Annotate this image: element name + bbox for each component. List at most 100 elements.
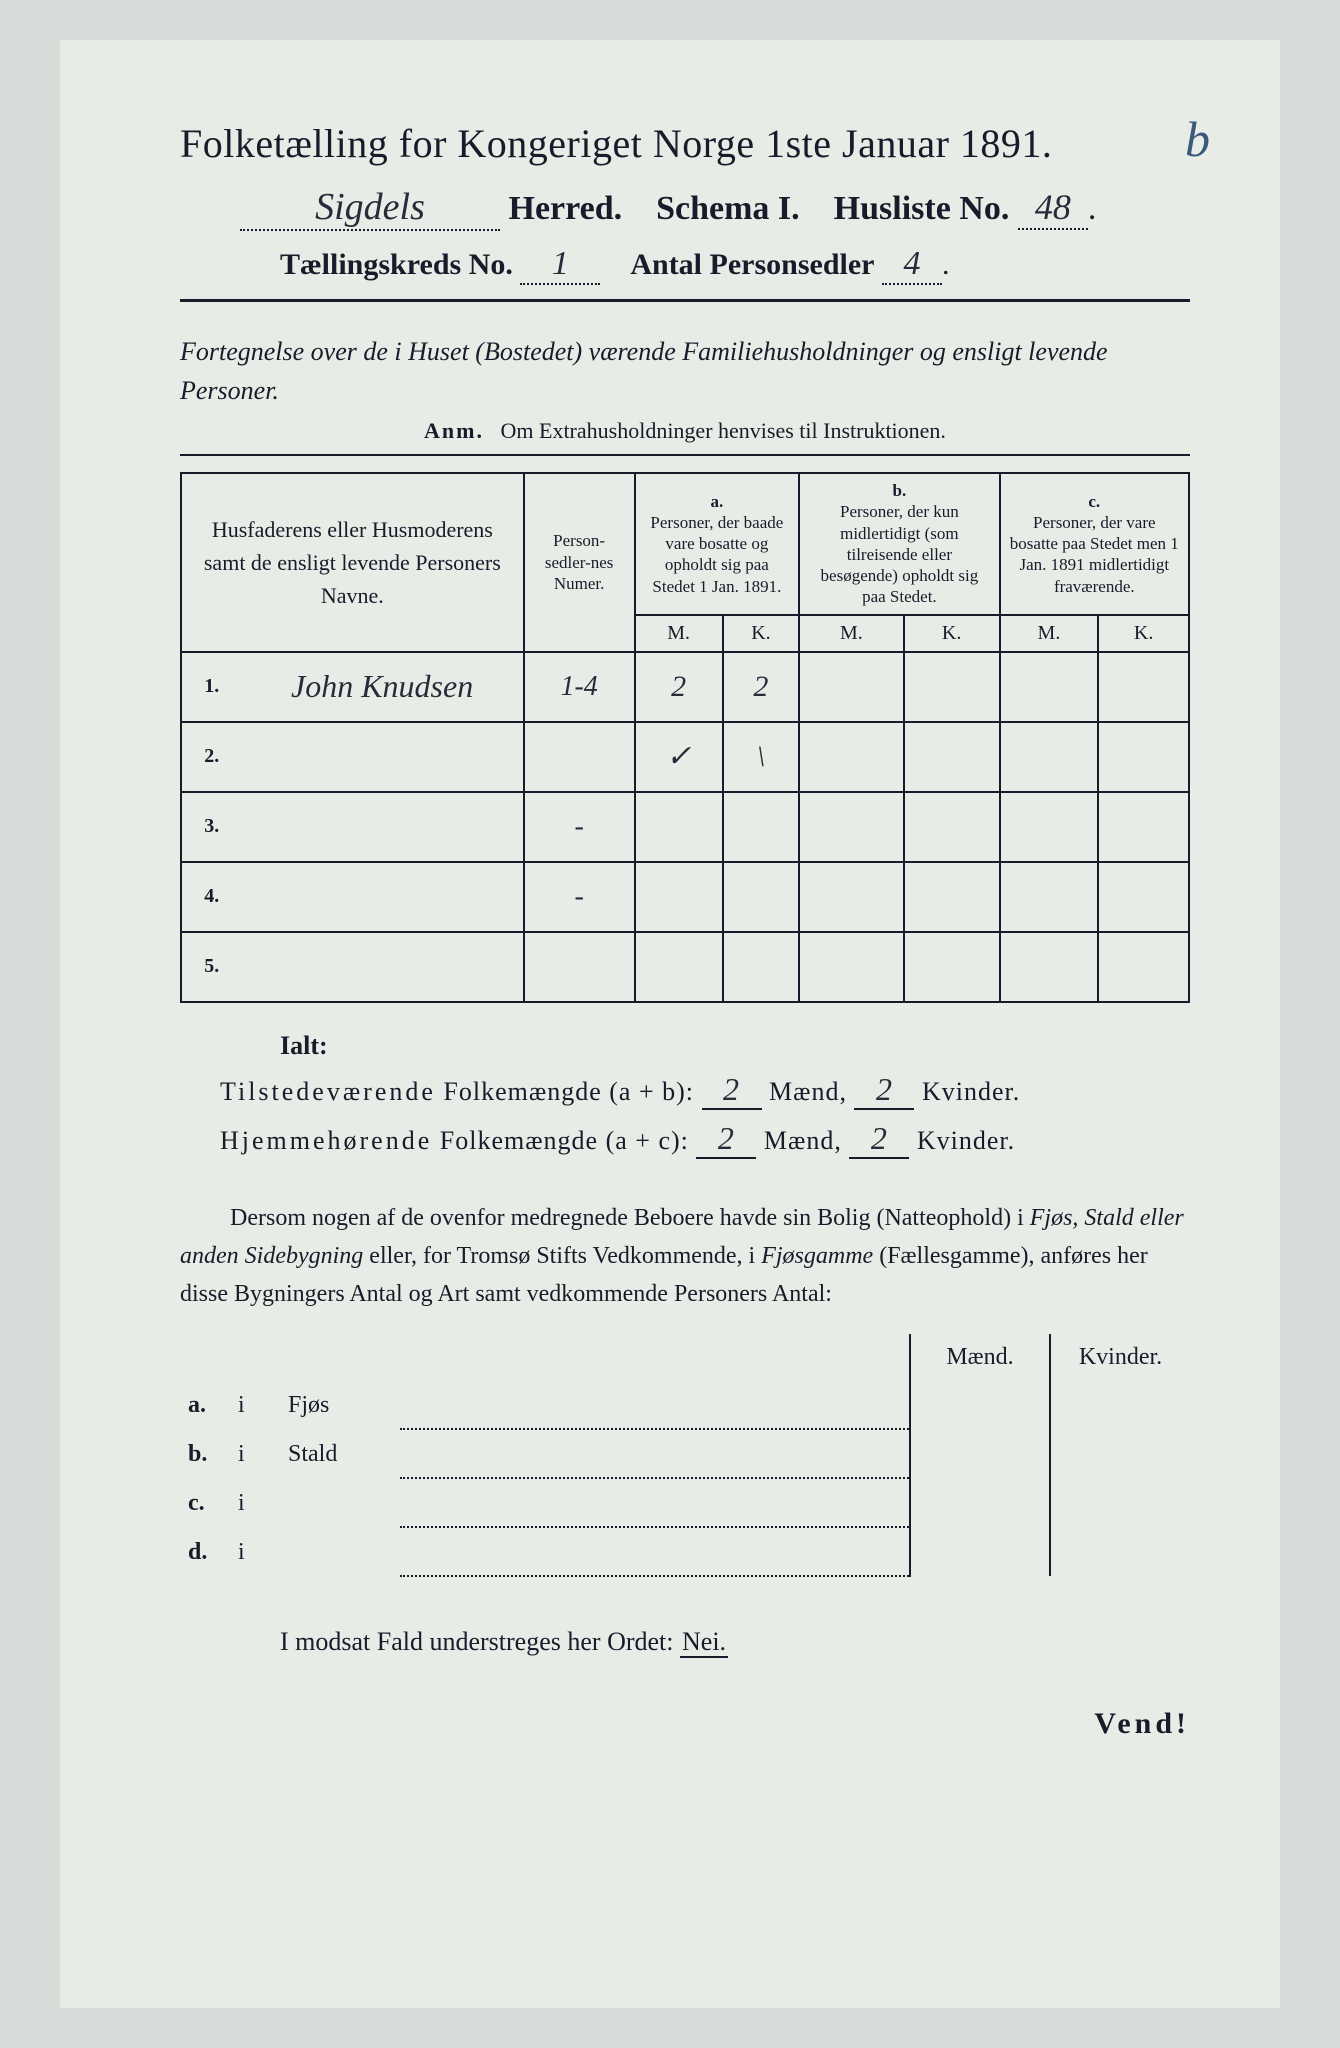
modsat-text: I modsat Fald understreges her Ordet: — [280, 1627, 674, 1656]
hjemme-label: Hjemmehørende — [220, 1126, 432, 1155]
household-table: Husfaderens eller Husmoderens samt de en… — [180, 472, 1190, 1003]
person-number — [524, 722, 635, 792]
col-c-text: Personer, der vare bosatte paa Stedet me… — [1009, 512, 1180, 597]
cell-b-m — [799, 652, 903, 722]
ab-label: (a + b): — [609, 1077, 694, 1106]
col-a-header: a. Personer, der baade vare bosatte og o… — [635, 473, 800, 615]
col-a-text: Personer, der baade vare bosatte og opho… — [644, 512, 791, 597]
col-b-k: K. — [904, 615, 1000, 652]
row-number: 2. — [181, 722, 241, 792]
kreds-label: Tællingskreds No. — [280, 248, 513, 281]
cell-a-m — [635, 792, 723, 862]
tilstede-line: Tilstedeværende Folkemængde (a + b): 2 M… — [220, 1071, 1190, 1110]
side-m — [910, 1381, 1050, 1429]
table-row: 4.- — [181, 862, 1189, 932]
cell-a-k — [723, 862, 799, 932]
divider-2 — [180, 454, 1190, 456]
col-a-k: K. — [723, 615, 799, 652]
hjemme-m: 2 — [696, 1120, 756, 1159]
folkem-2: Folkemængde — [440, 1126, 598, 1155]
side-dots — [400, 1429, 910, 1478]
cell-c-m — [1000, 652, 1099, 722]
cell-a-k — [723, 932, 799, 1002]
row-number: 1. — [181, 652, 241, 722]
cell-a-k — [723, 792, 799, 862]
side-dots — [400, 1478, 910, 1527]
table-row: 5. — [181, 932, 1189, 1002]
side-letter: a. — [180, 1381, 230, 1429]
table-row: 2.✓\ — [181, 722, 1189, 792]
cell-b-k — [904, 652, 1000, 722]
cell-a-m: ✓ — [635, 722, 723, 792]
cell-c-k — [1098, 722, 1189, 792]
side-building-paragraph: Dersom nogen af de ovenfor medregnede Be… — [180, 1199, 1190, 1314]
table-header-1: Husfaderens eller Husmoderens samt de en… — [181, 473, 1189, 615]
divider — [180, 299, 1190, 302]
cell-b-k — [904, 862, 1000, 932]
cell-c-k — [1098, 652, 1189, 722]
herred-line: Sigdels Herred. Schema I. Husliste No. 4… — [180, 185, 1190, 231]
cell-b-k — [904, 722, 1000, 792]
row-number: 5. — [181, 932, 241, 1002]
side-maend-header: Mænd. — [910, 1334, 1050, 1381]
person-number: - — [524, 792, 635, 862]
household-name: John Knudsen — [241, 652, 523, 722]
cell-c-m — [1000, 722, 1099, 792]
anm-label: Anm. — [424, 418, 484, 443]
household-name — [241, 932, 523, 1002]
kvinder-1: Kvinder. — [922, 1077, 1020, 1106]
tilstede-label: Tilstedeværende — [220, 1077, 436, 1106]
col-c-label: c. — [1009, 491, 1180, 512]
side-building-name: Fjøs — [280, 1381, 400, 1429]
side-header: Mænd. Kvinder. — [180, 1334, 1190, 1381]
col-c-header: c. Personer, der vare bosatte paa Stedet… — [1000, 473, 1189, 615]
person-number: - — [524, 862, 635, 932]
side-kvinder-header: Kvinder. — [1050, 1334, 1190, 1381]
col-a-label: a. — [644, 491, 791, 512]
person-number — [524, 932, 635, 1002]
side-k — [1050, 1478, 1190, 1527]
vend-label: Vend! — [180, 1707, 1190, 1741]
cell-b-k — [904, 932, 1000, 1002]
cell-b-m — [799, 862, 903, 932]
folkem-1: Folkemængde — [443, 1077, 601, 1106]
col-b-label: b. — [808, 480, 990, 501]
side-building-name — [280, 1478, 400, 1527]
ac-label: (a + c): — [606, 1126, 689, 1155]
side-row: d.i — [180, 1527, 1190, 1576]
kvinder-2: Kvinder. — [917, 1126, 1015, 1155]
col-num-header: Person-sedler-nes Numer. — [524, 473, 635, 652]
col-c-m: M. — [1000, 615, 1099, 652]
hjemme-line: Hjemmehørende Folkemængde (a + c): 2 Mæn… — [220, 1120, 1190, 1159]
side-row: b.iStald — [180, 1429, 1190, 1478]
household-name — [241, 792, 523, 862]
table-row: 1.John Knudsen1-422 — [181, 652, 1189, 722]
cell-c-m — [1000, 792, 1099, 862]
side-building-name: Stald — [280, 1429, 400, 1478]
maend-2: Mænd, — [764, 1126, 842, 1155]
side-i: i — [230, 1527, 280, 1576]
tilstede-m: 2 — [702, 1071, 762, 1110]
maend-1: Mænd, — [769, 1077, 847, 1106]
col-a-m: M. — [635, 615, 723, 652]
side-letter: b. — [180, 1429, 230, 1478]
side-i: i — [230, 1381, 280, 1429]
husliste-value: 48 — [1018, 186, 1088, 230]
col-b-header: b. Personer, der kun midlertidigt (som t… — [799, 473, 999, 615]
cell-c-m — [1000, 932, 1099, 1002]
cell-b-m — [799, 722, 903, 792]
antal-value: 4 — [882, 245, 942, 285]
kreds-value: 1 — [520, 245, 600, 285]
ialt-label: Ialt: — [280, 1031, 1190, 1061]
person-number: 1-4 — [524, 652, 635, 722]
side-m — [910, 1527, 1050, 1576]
col-b-text: Personer, der kun midlertidigt (som tilr… — [808, 501, 990, 607]
cell-c-k — [1098, 862, 1189, 932]
census-form-page: b Folketælling for Kongeriget Norge 1ste… — [60, 40, 1280, 2008]
col-b-m: M. — [799, 615, 903, 652]
side-dots — [400, 1381, 910, 1429]
hjemme-k: 2 — [849, 1120, 909, 1159]
cell-a-m — [635, 862, 723, 932]
modsat-line: I modsat Fald understreges her Ordet: Ne… — [280, 1627, 1190, 1657]
side-i: i — [230, 1478, 280, 1527]
